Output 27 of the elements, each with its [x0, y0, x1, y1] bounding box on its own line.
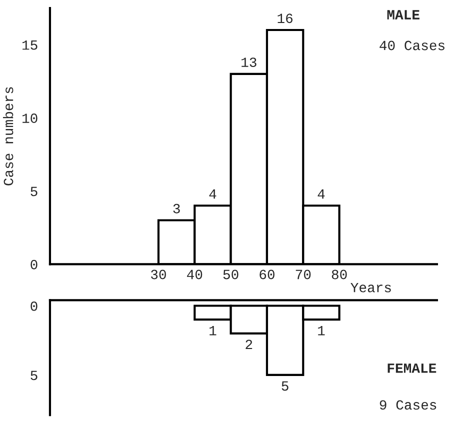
annotation: FEMALE: [388, 364, 436, 373]
y-axis-title: Case numbers: [3, 87, 14, 186]
x-tick-label: 70: [296, 270, 311, 280]
y-tick-label: 15: [22, 40, 38, 50]
annotation: MALE: [387, 10, 420, 20]
data-label: 1: [210, 326, 216, 336]
data-label: 2: [246, 340, 252, 350]
x-tick-label: 30: [151, 270, 166, 280]
x-axis-title: Years: [350, 282, 391, 292]
data-label: 13: [242, 58, 256, 67]
y-tick-label: 0: [30, 260, 38, 270]
data-label: 4: [318, 189, 325, 199]
annotation: 9 Cases: [380, 400, 436, 410]
data-label: 1: [318, 326, 325, 336]
data-label: 16: [278, 14, 292, 24]
x-tick-label: 60: [260, 270, 274, 280]
x-tick-label: 50: [223, 270, 238, 280]
annotation: 40 Cases: [380, 40, 444, 50]
x-tick-label: 40: [187, 270, 202, 280]
y-tick-label: 5: [30, 186, 38, 196]
x-tick-label: 80: [332, 270, 347, 280]
y-tick-label: 5: [30, 370, 38, 380]
y-tick-label: 0: [30, 301, 38, 311]
y-tick-label: 10: [22, 114, 38, 123]
data-label: 5: [282, 381, 288, 391]
data-label: 3: [173, 204, 180, 214]
data-label: 4: [209, 189, 216, 199]
